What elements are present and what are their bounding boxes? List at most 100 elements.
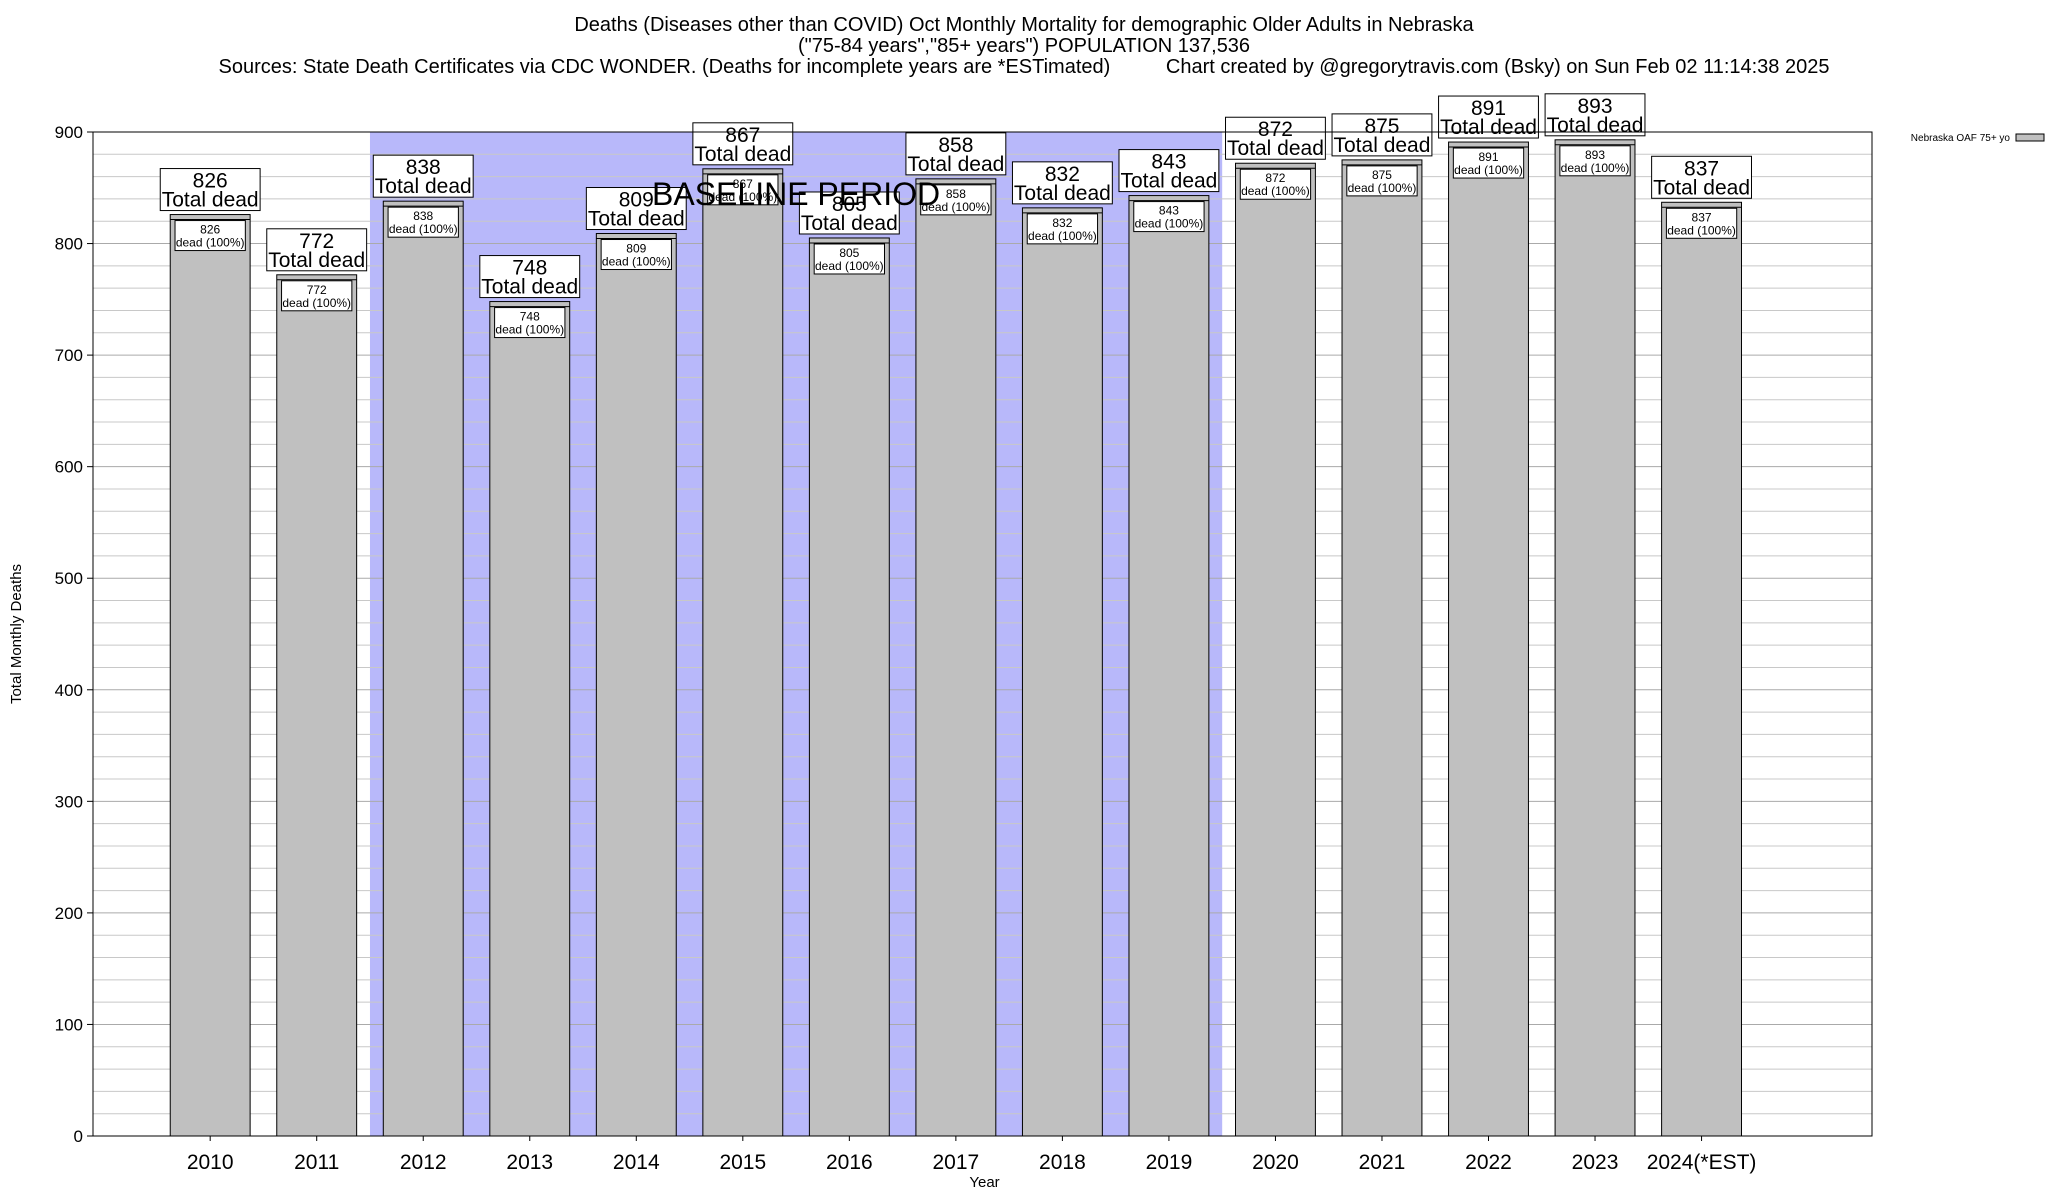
total-text-label: Total dead xyxy=(1334,134,1431,157)
bar xyxy=(1128,195,1210,1137)
chart-sources: Sources: State Death Certificates via CD… xyxy=(218,56,1111,78)
total-label-box xyxy=(585,187,687,231)
inner-value-label: 805 xyxy=(839,246,859,260)
inner-percent-label: dead (100%) xyxy=(1348,181,1417,195)
total-text-label: Total dead xyxy=(481,276,578,299)
total-text-label: Total dead xyxy=(907,153,1004,176)
total-label-box xyxy=(159,168,261,212)
y-tick-label: 200 xyxy=(55,904,83,923)
total-value-label: 867 xyxy=(725,124,760,147)
total-value-label: 891 xyxy=(1471,97,1506,120)
total-text-label: Total dead xyxy=(1547,114,1644,137)
y-tick-label: 800 xyxy=(55,235,83,254)
total-label-box xyxy=(1331,113,1433,157)
inner-value-label: 826 xyxy=(200,223,220,237)
total-label-box xyxy=(1438,95,1539,139)
bar xyxy=(702,168,784,1137)
total-label-box xyxy=(905,132,1007,176)
bar xyxy=(1448,141,1529,1137)
total-label-box xyxy=(479,255,581,299)
inner-label-box xyxy=(1026,213,1099,245)
total-text-label: Total dead xyxy=(375,175,472,198)
total-value-label: 838 xyxy=(406,156,441,179)
inner-value-label: 809 xyxy=(626,242,646,256)
inner-percent-label: dead (100%) xyxy=(1561,161,1630,175)
total-label-box xyxy=(1011,161,1113,205)
inner-value-label: 837 xyxy=(1692,210,1712,224)
y-tick-label: 0 xyxy=(74,1127,83,1146)
x-tick-label: 2024(*EST) xyxy=(1647,1151,1757,1174)
total-label-box xyxy=(1118,149,1220,193)
total-text-label: Total dead xyxy=(1440,116,1537,139)
x-tick-label: 2013 xyxy=(506,1151,553,1174)
total-text-label: Total dead xyxy=(694,143,791,166)
inner-label-box xyxy=(1559,145,1631,177)
total-label-box xyxy=(372,154,474,198)
inner-label-box xyxy=(1133,201,1205,233)
x-tick-label: 2015 xyxy=(719,1151,766,1174)
x-tick-label: 2018 xyxy=(1039,1151,1086,1174)
inner-label-box xyxy=(1665,207,1738,239)
y-tick-label: 300 xyxy=(55,792,83,811)
total-label-box xyxy=(266,228,368,272)
legend-label: Nebraska OAF 75+ yo xyxy=(1911,133,2011,144)
x-axis: 2010 2011 2012 2013 2014 2015 2016 2017 2018 2019… xyxy=(187,1136,1757,1174)
total-value-label: 893 xyxy=(1578,95,1613,118)
total-label-box xyxy=(692,122,794,166)
chart-subtitle: ("75-84 years","85+ years") POPULATION 1… xyxy=(797,35,1251,57)
x-tick-label: 2021 xyxy=(1359,1151,1406,1174)
y-axis-label: Total Monthly Deaths xyxy=(8,564,25,704)
y-tick-label: 400 xyxy=(55,681,83,700)
total-text-label: Total dead xyxy=(1653,176,1750,199)
total-text-label: Total dead xyxy=(1227,137,1324,160)
inner-percent-label: dead (100%) xyxy=(495,323,564,337)
x-tick-label: 2023 xyxy=(1572,1151,1619,1174)
inner-label-box xyxy=(387,206,459,238)
y-tick-label: 700 xyxy=(55,346,83,365)
inner-label-box xyxy=(1452,147,1525,179)
inner-percent-label: dead (100%) xyxy=(602,255,671,269)
x-tick-label: 2019 xyxy=(1146,1151,1193,1174)
total-value-label: 826 xyxy=(193,170,228,193)
chart-credit: Chart created by @gregorytravis.com (Bsk… xyxy=(1165,56,1830,78)
x-tick-label: 2010 xyxy=(187,1151,234,1174)
inner-label-box xyxy=(813,243,885,275)
chart-title: Deaths (Diseases other than COVID) Oct M… xyxy=(574,14,1474,36)
total-value-label: 858 xyxy=(938,134,973,157)
bar xyxy=(1021,207,1103,1137)
inner-percent-label: dead (100%) xyxy=(1667,223,1736,237)
total-text-label: Total dead xyxy=(268,249,365,272)
x-tick-label: 2012 xyxy=(400,1151,447,1174)
total-label-box xyxy=(798,191,900,235)
total-text-label: Total dead xyxy=(588,208,685,231)
bar xyxy=(1341,159,1423,1137)
total-value-label: 772 xyxy=(299,230,334,253)
plot-frame xyxy=(92,131,1873,1137)
total-value-label: 809 xyxy=(619,189,654,212)
inner-percent-label: dead (100%) xyxy=(708,190,777,204)
y-tick-label: 500 xyxy=(55,569,83,588)
inner-value-label: 893 xyxy=(1585,148,1605,162)
total-text-label: Total dead xyxy=(162,189,259,212)
inner-value-label: 867 xyxy=(733,177,753,191)
total-value-label: 872 xyxy=(1258,118,1293,141)
y-tick-label: 100 xyxy=(55,1015,83,1034)
inner-percent-label: dead (100%) xyxy=(1241,184,1310,198)
inner-percent-label: dead (100%) xyxy=(282,296,351,310)
bar xyxy=(808,237,890,1137)
bar xyxy=(1235,162,1316,1137)
total-label-box xyxy=(1225,116,1326,160)
